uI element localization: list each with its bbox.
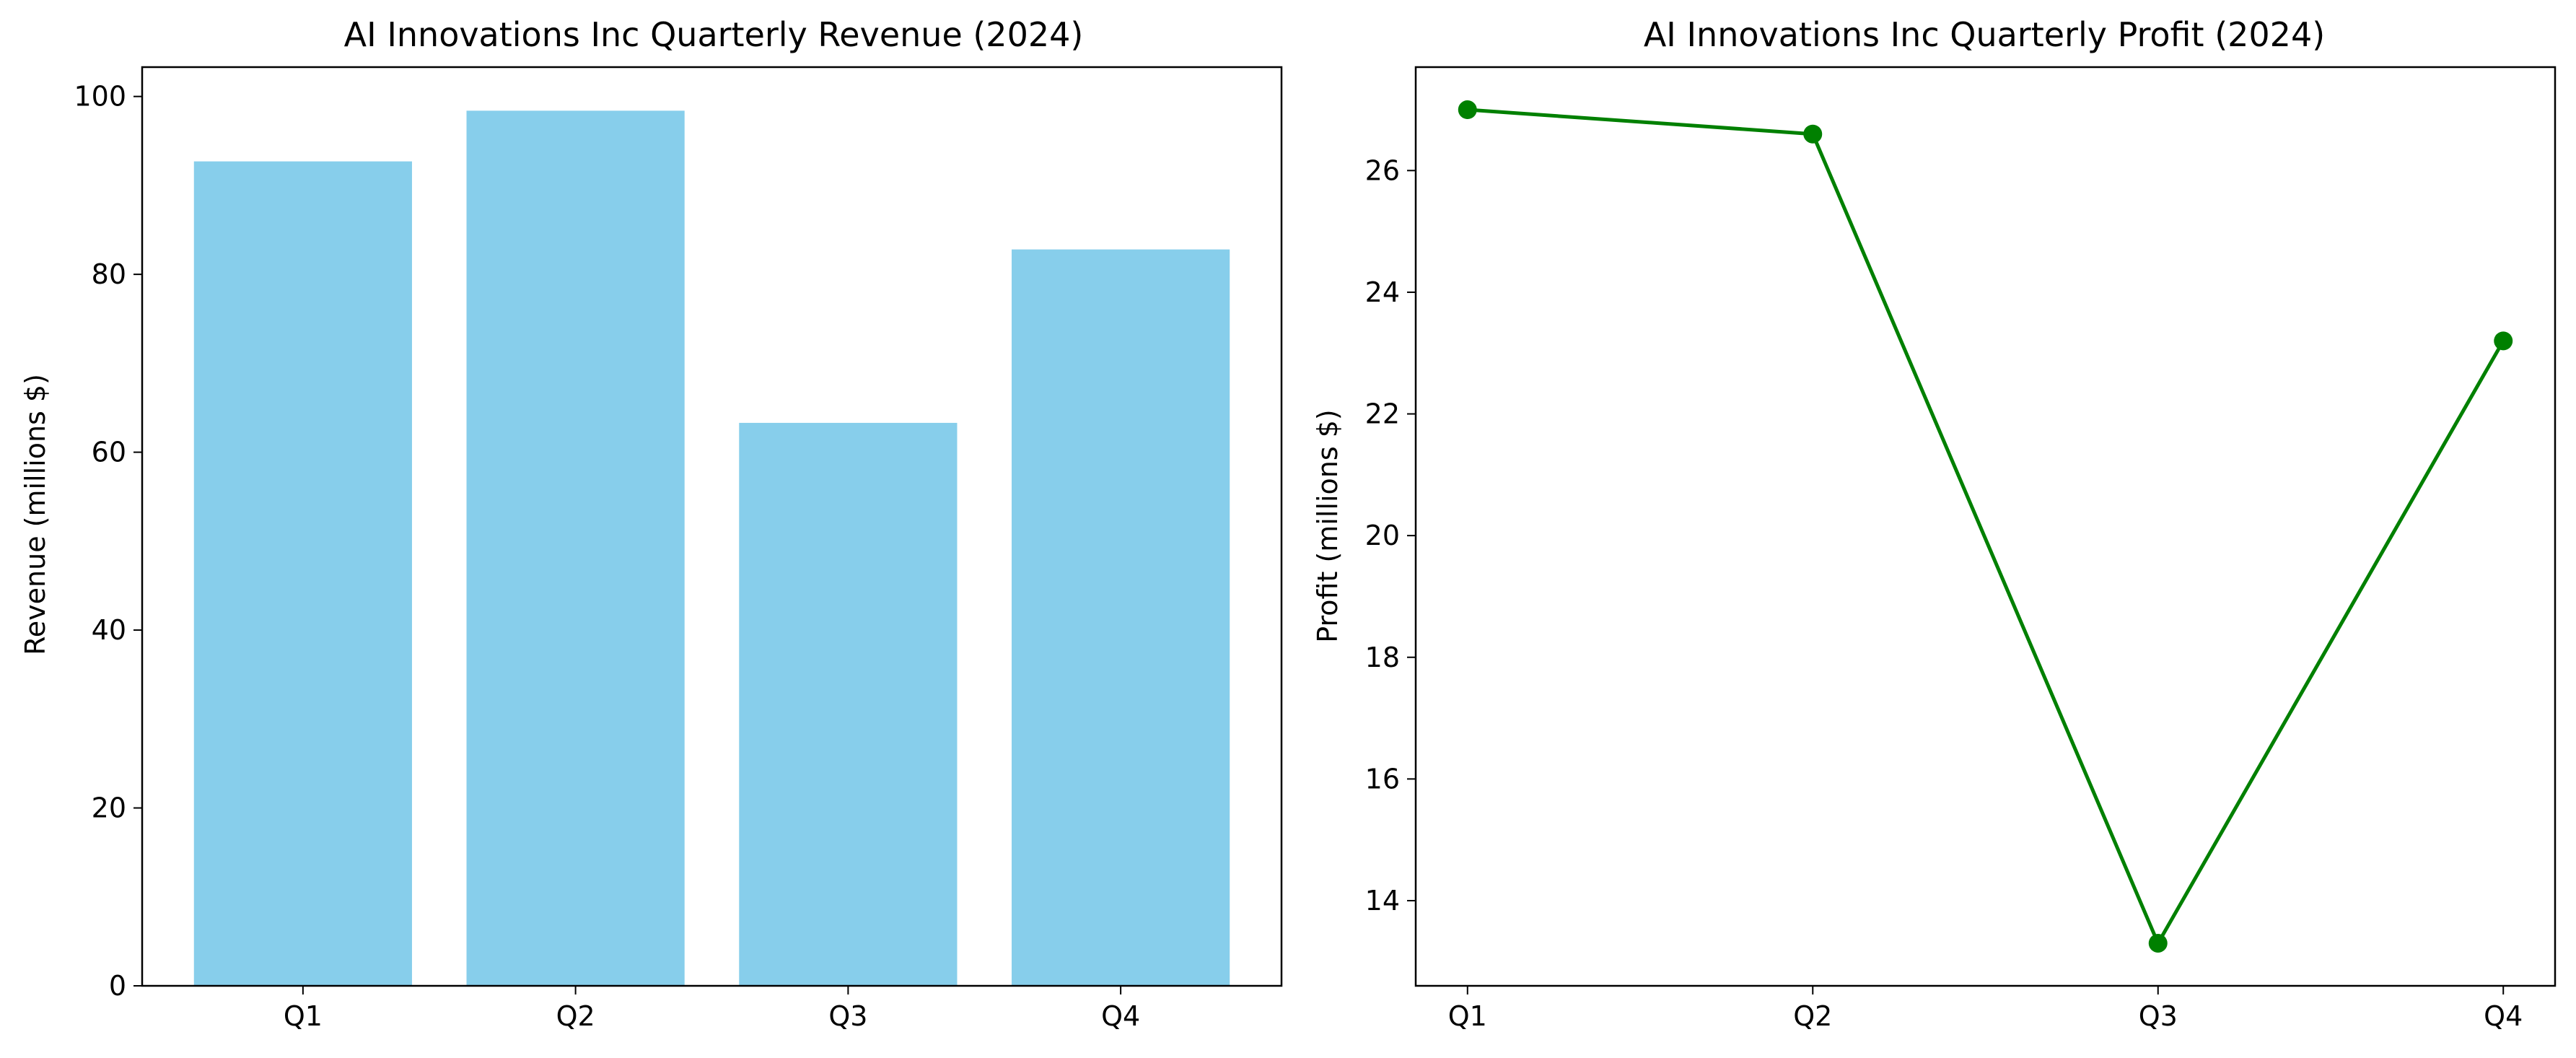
revenue-bar-chart: AI Innovations Inc Quarterly Revenue (20… (19, 15, 1283, 1032)
profit-series (1458, 100, 2513, 953)
profit-x-tick-label: Q2 (1793, 1000, 1832, 1032)
profit-point-q2 (1803, 124, 1823, 144)
revenue-bar-q3 (739, 422, 958, 986)
revenue-bar-q4 (1012, 249, 1230, 986)
revenue-x-ticks: Q1 Q2 Q3 Q4 (284, 986, 1140, 1032)
profit-y-axis-label: Profit (millions $) (1312, 409, 1344, 642)
revenue-bars (193, 110, 1230, 987)
revenue-y-tick-label: 20 (92, 792, 126, 824)
profit-chart-title: AI Innovations Inc Quarterly Profit (202… (1644, 15, 2325, 54)
revenue-bar-q2 (466, 110, 685, 987)
revenue-axes-frame (141, 66, 1283, 987)
profit-y-tick-label: 26 (1365, 154, 1400, 186)
profit-y-tick-label: 16 (1365, 763, 1400, 795)
revenue-y-tick-label: 40 (92, 614, 126, 646)
profit-series-line (1467, 108, 2505, 948)
profit-point-q3 (2148, 933, 2168, 953)
profit-x-ticks: Q1 Q2 Q3 Q4 (1448, 986, 2523, 1032)
revenue-x-tick-label: Q2 (556, 1000, 595, 1032)
revenue-x-tick-label: Q1 (284, 1000, 323, 1032)
profit-point-q4 (2494, 331, 2513, 351)
revenue-x-tick-label: Q4 (1101, 1000, 1140, 1032)
profit-axes-frame (1414, 66, 2557, 987)
profit-x-tick-label: Q1 (1448, 1000, 1487, 1032)
profit-x-tick-label: Q3 (2139, 1000, 2178, 1032)
profit-point-q1 (1458, 100, 1477, 120)
revenue-x-tick-label: Q3 (828, 1000, 867, 1032)
revenue-bar-q1 (193, 161, 412, 986)
revenue-chart-title: AI Innovations Inc Quarterly Revenue (20… (344, 15, 1084, 54)
revenue-y-tick-label: 80 (92, 258, 126, 290)
revenue-y-axis-label: Revenue (millions $) (19, 374, 51, 655)
profit-x-tick-label: Q4 (2484, 1000, 2523, 1032)
profit-y-tick-label: 14 (1365, 885, 1400, 917)
profit-y-tick-label: 24 (1365, 276, 1400, 308)
revenue-y-tick-label: 100 (74, 81, 126, 113)
profit-y-ticks: 14 16 18 20 22 24 26 (1365, 154, 1416, 917)
revenue-y-ticks: 0 20 40 60 80 100 (74, 81, 142, 1002)
profit-y-tick-label: 18 (1365, 642, 1400, 673)
revenue-y-tick-label: 60 (92, 437, 126, 468)
profit-y-tick-label: 20 (1365, 520, 1400, 551)
profit-line-chart: AI Innovations Inc Quarterly Profit (202… (1312, 15, 2557, 1032)
revenue-y-tick-label: 0 (109, 970, 126, 1002)
profit-y-tick-label: 22 (1365, 398, 1400, 430)
